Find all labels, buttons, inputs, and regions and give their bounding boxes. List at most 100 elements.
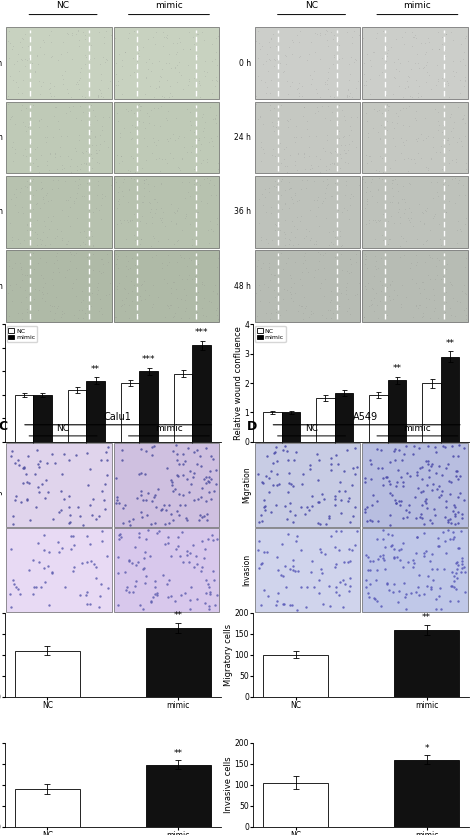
Point xyxy=(390,550,398,564)
Point xyxy=(446,156,453,170)
Point xyxy=(115,496,122,509)
Point xyxy=(302,230,310,243)
Point xyxy=(433,251,441,265)
Point xyxy=(271,290,279,303)
Point xyxy=(167,62,174,75)
Point xyxy=(425,292,433,306)
Point xyxy=(290,238,297,251)
Point xyxy=(259,117,267,130)
Point xyxy=(33,227,40,240)
Point xyxy=(199,107,207,120)
Point xyxy=(394,463,401,477)
Point xyxy=(8,261,16,275)
Point xyxy=(135,281,142,294)
Point xyxy=(123,580,131,594)
Point xyxy=(82,48,89,62)
Point xyxy=(67,529,75,543)
Point xyxy=(406,469,414,483)
Point xyxy=(66,516,74,529)
Point xyxy=(417,127,425,140)
Point xyxy=(462,163,470,176)
Point xyxy=(287,271,295,285)
Point xyxy=(420,216,428,230)
Point xyxy=(151,581,159,595)
Point xyxy=(45,546,53,559)
Point xyxy=(258,475,265,488)
Point xyxy=(131,233,138,246)
Bar xyxy=(114,528,219,611)
Point xyxy=(443,461,450,474)
Point xyxy=(462,565,469,579)
Point xyxy=(264,236,272,250)
Point xyxy=(94,178,101,191)
Point xyxy=(285,40,292,53)
Point xyxy=(14,48,22,61)
Point xyxy=(152,206,159,220)
Text: **: ** xyxy=(174,611,183,620)
Point xyxy=(74,78,82,91)
Point xyxy=(301,508,309,521)
Point xyxy=(285,237,293,250)
Point xyxy=(290,276,298,290)
Point xyxy=(374,27,381,40)
Point xyxy=(134,54,141,68)
Point xyxy=(164,537,172,550)
Point xyxy=(42,276,49,290)
Point xyxy=(23,493,31,507)
Point xyxy=(325,509,332,523)
Point xyxy=(293,28,301,42)
Point xyxy=(167,549,174,563)
Point xyxy=(308,554,315,568)
Point xyxy=(330,28,337,42)
Point xyxy=(139,116,147,129)
Point xyxy=(321,78,328,91)
Point xyxy=(153,81,160,94)
Point xyxy=(399,479,407,493)
Point xyxy=(177,589,185,602)
Point xyxy=(367,298,374,311)
Point xyxy=(153,202,160,215)
Point xyxy=(172,216,179,230)
Point xyxy=(95,204,103,217)
Point xyxy=(254,310,261,323)
Point xyxy=(445,143,453,156)
Point xyxy=(281,184,289,197)
Point xyxy=(89,104,97,117)
Point xyxy=(445,458,452,471)
Point xyxy=(183,260,191,273)
Point xyxy=(423,501,430,514)
Point xyxy=(384,43,392,57)
Point xyxy=(406,261,414,275)
Point xyxy=(134,47,142,60)
Point xyxy=(181,130,188,144)
Point xyxy=(290,564,297,577)
Point xyxy=(90,557,98,570)
Point xyxy=(59,231,66,245)
Point xyxy=(406,89,414,103)
Point xyxy=(295,36,303,49)
Point xyxy=(462,58,469,72)
Point xyxy=(419,205,426,219)
Point xyxy=(210,453,217,466)
Point xyxy=(321,28,328,41)
Point xyxy=(207,188,215,201)
Point xyxy=(199,309,207,322)
Point xyxy=(386,508,393,521)
Point xyxy=(165,57,173,70)
Point xyxy=(98,524,105,538)
Point xyxy=(172,543,179,556)
Point xyxy=(57,484,64,498)
Point xyxy=(86,131,94,144)
Point xyxy=(76,509,84,523)
Point xyxy=(380,472,387,485)
Point xyxy=(179,468,187,482)
Point xyxy=(191,159,199,173)
Point xyxy=(326,158,334,171)
Point xyxy=(327,89,334,103)
Point xyxy=(427,83,435,96)
Point xyxy=(258,40,265,53)
Bar xyxy=(362,28,467,99)
Point xyxy=(263,546,270,559)
Point xyxy=(87,124,94,138)
Point xyxy=(287,286,294,299)
